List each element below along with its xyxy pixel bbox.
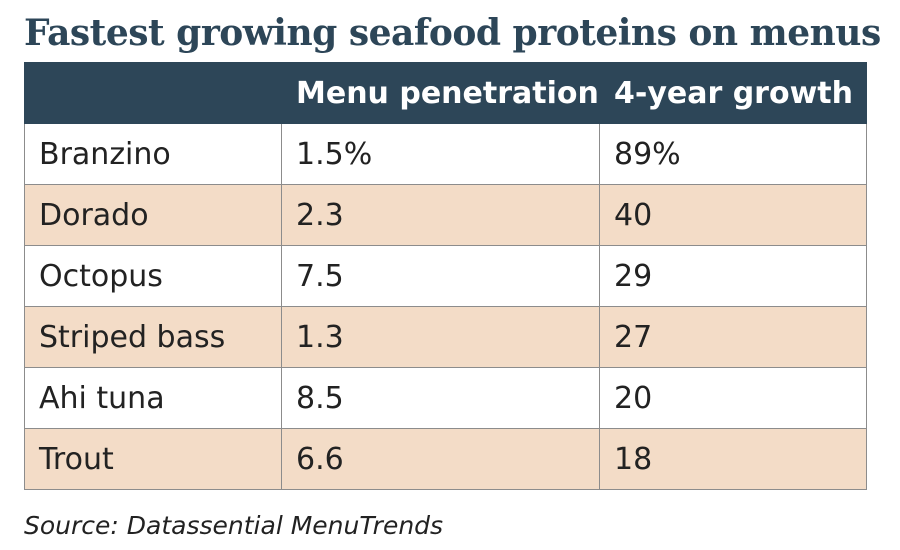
cell-item: Octopus	[24, 245, 282, 307]
table-row: Trout 6.6 18	[24, 428, 867, 490]
cell-menu-penetration: 7.5	[281, 245, 600, 307]
table-row: Dorado 2.3 40	[24, 184, 867, 246]
cell-4-year-growth: 18	[599, 428, 867, 490]
seafood-table: Menu penetration 4-year growth Branzino 1…	[24, 62, 867, 490]
cell-4-year-growth: 40	[599, 184, 867, 246]
header-cell-item	[24, 62, 282, 124]
table-row: Striped bass 1.3 27	[24, 306, 867, 368]
table-row: Ahi tuna 8.5 20	[24, 367, 867, 429]
cell-menu-penetration: 6.6	[281, 428, 600, 490]
cell-4-year-growth: 29	[599, 245, 867, 307]
cell-item: Ahi tuna	[24, 367, 282, 429]
header-cell-menu-penetration: Menu penetration	[281, 62, 600, 124]
source-note: Source: Datassential MenuTrends	[24, 511, 444, 540]
cell-4-year-growth: 20	[599, 367, 867, 429]
table-body: Branzino 1.5% 89% Dorado 2.3 40 Octopus 7.5 29 St…	[24, 123, 867, 490]
cell-item: Branzino	[24, 123, 282, 185]
table-row: Branzino 1.5% 89%	[24, 123, 867, 185]
cell-4-year-growth: 89%	[599, 123, 867, 185]
table-row: Octopus 7.5 29	[24, 245, 867, 307]
cell-item: Dorado	[24, 184, 282, 246]
chart-title: Fastest growing seafood proteins on menu…	[24, 12, 881, 54]
cell-menu-penetration: 1.5%	[281, 123, 600, 185]
cell-item: Striped bass	[24, 306, 282, 368]
header-row: Menu penetration 4-year growth	[24, 62, 867, 124]
cell-menu-penetration: 1.3	[281, 306, 600, 368]
cell-4-year-growth: 27	[599, 306, 867, 368]
cell-menu-penetration: 8.5	[281, 367, 600, 429]
cell-item: Trout	[24, 428, 282, 490]
cell-menu-penetration: 2.3	[281, 184, 600, 246]
header-cell-4-year-growth: 4-year growth	[599, 62, 867, 124]
